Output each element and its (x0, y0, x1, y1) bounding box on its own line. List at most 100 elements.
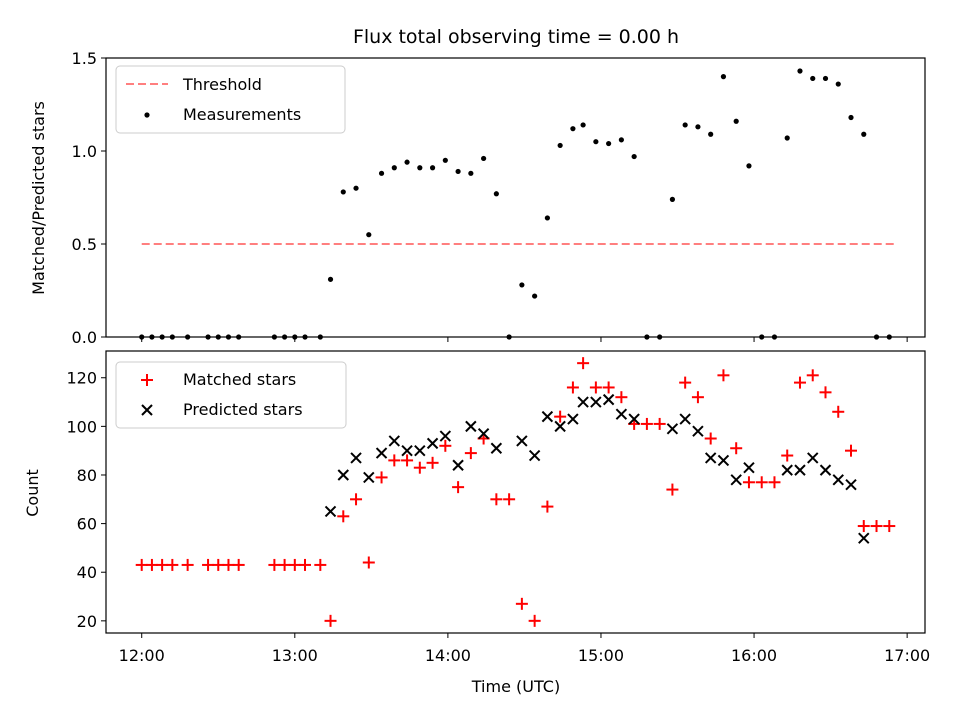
bottom-panel: 20 40 60 80 100 120 12:00 13:00 14:00 15:00 16:00 1… (66, 350, 930, 665)
measurement-point (618, 137, 624, 143)
matched-star-point (679, 376, 692, 389)
measurement-point (519, 282, 525, 288)
predicted-star-point (452, 459, 464, 471)
predicted-star-point (807, 452, 819, 464)
measurement-point (835, 81, 841, 87)
x-tick-label: 15:00 (578, 646, 624, 665)
matched-star-point (602, 381, 615, 394)
legend-predicted-marker (141, 404, 153, 416)
matched-star-point (464, 447, 477, 460)
measurement-point (797, 68, 803, 74)
predicted-star-point (692, 425, 704, 437)
measurement-point (327, 276, 334, 282)
legend-threshold-label: Threshold (182, 75, 262, 94)
matched-star-point (755, 476, 768, 489)
x-tick-label: 12:00 (119, 646, 165, 665)
predicted-star-point (388, 435, 401, 447)
matched-star-point (375, 471, 388, 484)
bottom-legend: Matched stars Predicted stars (115, 361, 347, 429)
measurement-point (733, 118, 739, 124)
measurement-point (606, 140, 612, 147)
bottom-axes-frame (105, 350, 926, 634)
matched-star-point (883, 520, 896, 533)
predicted-star-point (363, 471, 375, 484)
bottom-y-tick-label: 80 (77, 466, 97, 485)
measurement-point (580, 122, 586, 128)
matched-star-point (554, 410, 567, 423)
matched-star-point (299, 558, 312, 571)
matched-star-point (589, 381, 602, 394)
predicted-star-point (666, 423, 679, 435)
predicted-star-point (704, 452, 717, 464)
matched-star-point (717, 369, 730, 382)
predicted-star-point (794, 464, 806, 476)
measurement-point (532, 293, 538, 299)
measurement-point (570, 126, 576, 132)
matched-star-point (857, 520, 870, 533)
measurement-point (544, 215, 550, 221)
top-y-tick-label: 0.5 (72, 235, 97, 254)
bottom-y-tick-label: 120 (66, 369, 97, 388)
legend-predicted-label: Predicted stars (183, 400, 303, 419)
predicted-star-point (465, 420, 477, 433)
matched-star-point (166, 558, 179, 571)
matched-star-point (401, 454, 414, 467)
matched-star-point (691, 391, 704, 404)
matched-star-point (181, 558, 194, 571)
predicted-star-point (528, 449, 541, 462)
measurement-point (861, 131, 867, 137)
matched-star-point (653, 417, 666, 430)
measurement-point (810, 75, 816, 82)
top-y-tick-label: 1.0 (72, 142, 97, 161)
matched-star-point (212, 558, 225, 571)
matched-star-point (742, 476, 755, 489)
predicted-star-point (477, 427, 490, 440)
matched-star-point (541, 500, 554, 513)
top-y-axis-label: Matched/Predicted stars (29, 101, 48, 295)
matched-star-point (704, 432, 717, 445)
predicted-star-point (832, 474, 844, 486)
measurement-point (404, 159, 410, 165)
predicted-star-point (819, 464, 832, 476)
predicted-star-point (858, 532, 870, 544)
predicted-star-point (401, 444, 413, 457)
matched-star-point (845, 444, 858, 457)
matched-star-point (832, 405, 845, 418)
matched-star-point (528, 614, 541, 627)
matched-star-point (870, 520, 883, 533)
matched-star-point (819, 386, 832, 399)
matched-star-point (278, 558, 291, 571)
predicted-star-point (577, 396, 589, 408)
matched-star-point (156, 558, 169, 571)
matched-star-point (452, 481, 465, 494)
top-legend: Threshold Measurements (115, 65, 346, 134)
predicted-star-point (541, 410, 554, 423)
matched-star-point (793, 376, 806, 389)
matched-star-point (288, 558, 301, 571)
measurement-point (468, 170, 474, 176)
legend-matched-marker (141, 374, 153, 386)
predicted-star-point (414, 444, 426, 457)
matched-star-point (490, 493, 503, 506)
predicted-star-point (615, 408, 628, 420)
x-tick-label: 14:00 (425, 646, 471, 665)
top-chart-title: Flux total observing time = 0.00 h (353, 26, 679, 48)
predicted-star-point (490, 442, 503, 454)
top-panel: 0.0 0.5 1.0 1.5 (72, 49, 926, 347)
matched-star-point (566, 381, 579, 394)
bottom-y-tick-label: 100 (66, 417, 97, 436)
matched-star-point (413, 461, 426, 474)
matched-star-point (577, 357, 590, 370)
legend-measurements-marker (144, 112, 150, 118)
matched-star-point (145, 558, 158, 571)
measurement-point (720, 74, 727, 80)
measurement-point (848, 114, 854, 121)
matched-star-point (202, 558, 215, 571)
predicted-star-point (375, 447, 388, 459)
matched-star-point (439, 439, 452, 452)
predicted-star-point (439, 430, 452, 442)
matched-star-point (268, 558, 281, 571)
matched-star-point (388, 454, 401, 467)
measurement-point (822, 75, 829, 82)
